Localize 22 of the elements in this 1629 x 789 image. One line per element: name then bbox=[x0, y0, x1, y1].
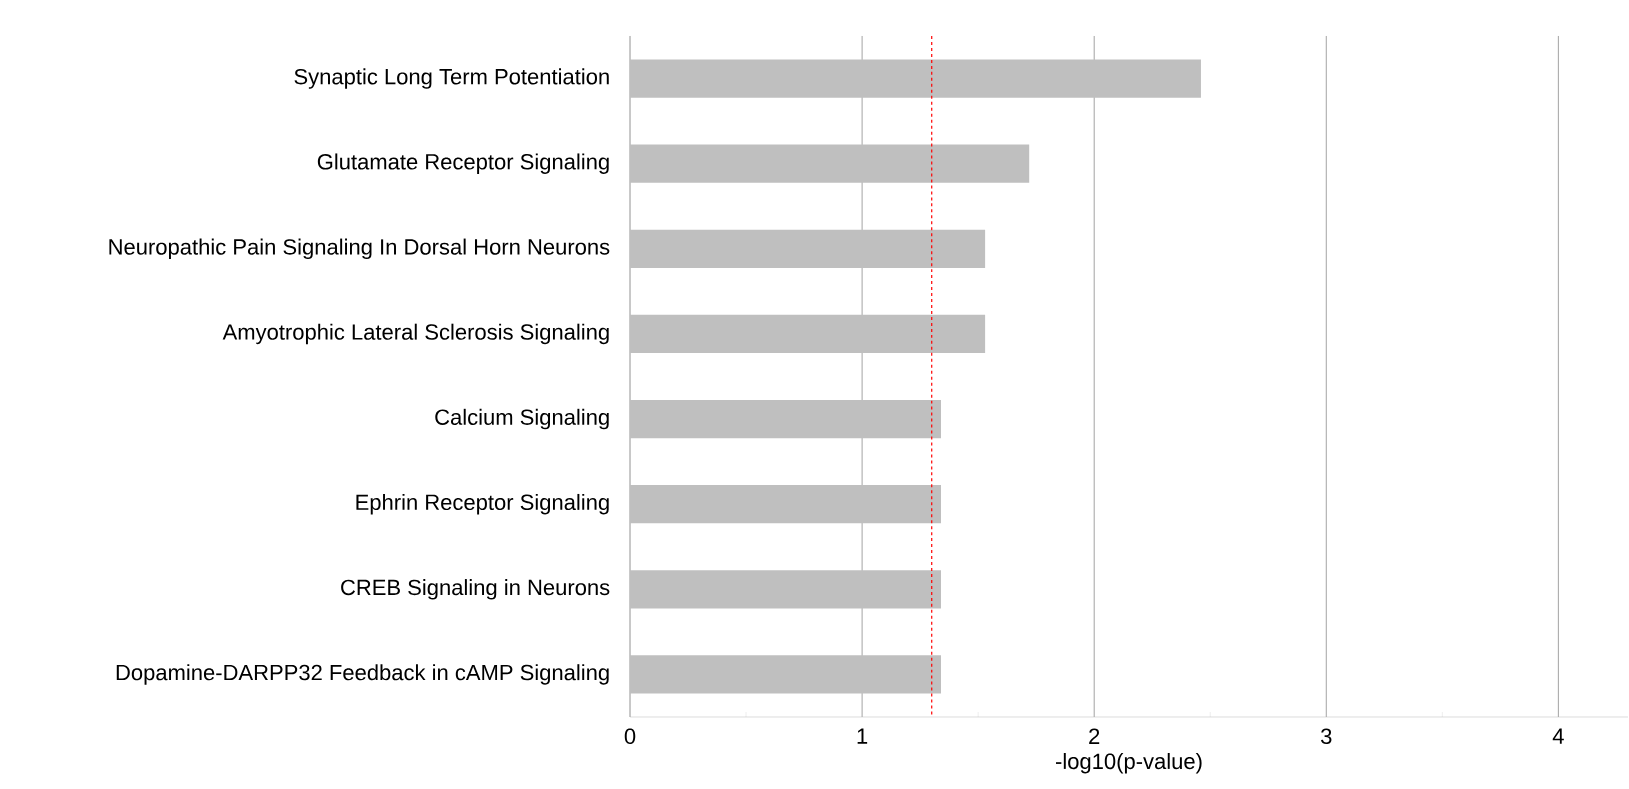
y-tick-label: Neuropathic Pain Signaling In Dorsal Horn Neurons bbox=[109, 238, 610, 260]
y-tick-label: Amyotrophic Lateral Sclerosis Signaling bbox=[222, 323, 609, 345]
y-tick-label: Dopamine-DARPP32 Feedback in cAMP Signaling bbox=[116, 664, 609, 685]
y-tick-label: CREB Signaling in Neurons bbox=[341, 579, 610, 600]
x-tick-label: 4 bbox=[1552, 728, 1564, 744]
bar bbox=[630, 144, 1030, 183]
x-axis-title: -log10(p-value) bbox=[1056, 752, 1202, 774]
bar bbox=[630, 314, 986, 354]
bar bbox=[630, 229, 986, 268]
bar bbox=[630, 570, 942, 609]
y-tick-label: Ephrin Receptor Signaling bbox=[356, 493, 609, 515]
x-tick-label: 0 bbox=[624, 728, 636, 745]
bar bbox=[630, 59, 1201, 98]
y-tick-label: Glutamate Receptor Signaling bbox=[317, 153, 609, 174]
bar bbox=[630, 399, 942, 439]
bar bbox=[630, 655, 942, 694]
x-tick-label: 1 bbox=[857, 728, 868, 744]
y-tick-label: Calcium Signaling bbox=[435, 408, 609, 430]
y-tick-label: Synaptic Long Term Potentiation bbox=[294, 68, 609, 89]
x-tick-label: 2 bbox=[1089, 728, 1100, 744]
x-tick-label: 3 bbox=[1321, 728, 1332, 745]
bar bbox=[630, 485, 942, 524]
